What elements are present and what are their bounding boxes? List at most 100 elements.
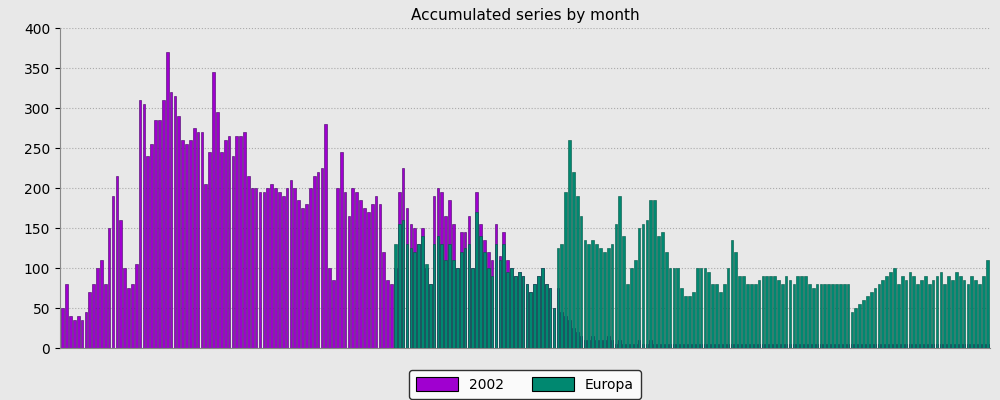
Bar <box>557 248 559 348</box>
Bar <box>711 344 714 348</box>
Bar <box>495 224 497 348</box>
Bar <box>448 244 451 348</box>
Bar <box>390 284 393 348</box>
Bar <box>897 284 900 348</box>
Bar <box>870 344 873 348</box>
Bar <box>754 344 757 348</box>
Bar <box>796 344 799 348</box>
Bar <box>235 136 238 348</box>
Bar <box>704 344 706 348</box>
Bar <box>363 208 366 348</box>
Bar <box>537 276 540 348</box>
Bar <box>150 144 153 348</box>
Bar <box>669 268 671 348</box>
Bar <box>823 344 826 348</box>
Bar <box>282 196 285 348</box>
Bar <box>947 344 950 348</box>
Bar <box>131 284 134 348</box>
Bar <box>402 220 404 348</box>
Bar <box>177 116 180 348</box>
Bar <box>611 244 613 348</box>
Bar <box>793 344 795 348</box>
Bar <box>839 284 842 348</box>
Bar <box>545 284 548 348</box>
Bar <box>634 344 637 348</box>
Bar <box>286 188 288 348</box>
Bar <box>580 336 582 348</box>
Bar <box>673 344 675 348</box>
Bar <box>127 288 130 348</box>
Bar <box>874 344 876 348</box>
Bar <box>777 280 780 348</box>
Bar <box>854 308 857 348</box>
Bar <box>762 344 764 348</box>
Bar <box>847 284 849 348</box>
Bar <box>719 292 722 348</box>
Bar <box>584 340 586 348</box>
Bar <box>379 204 381 348</box>
Bar <box>885 276 888 348</box>
Bar <box>734 252 737 348</box>
Bar <box>731 240 733 348</box>
Bar <box>135 264 138 348</box>
Bar <box>61 308 64 348</box>
Bar <box>452 260 455 348</box>
Bar <box>847 344 849 348</box>
Bar <box>661 344 664 348</box>
Bar <box>572 172 575 348</box>
Bar <box>874 288 876 348</box>
Bar <box>885 344 888 348</box>
Bar <box>174 96 176 348</box>
Bar <box>940 344 942 348</box>
Bar <box>835 284 838 348</box>
Bar <box>618 196 621 348</box>
Bar <box>305 204 308 348</box>
Bar <box>843 284 846 348</box>
Bar <box>545 284 548 348</box>
Bar <box>96 268 99 348</box>
Bar <box>522 276 524 348</box>
Bar <box>119 220 122 348</box>
Bar <box>502 244 505 348</box>
Bar <box>143 104 145 348</box>
Bar <box>742 276 745 348</box>
Bar <box>398 224 401 348</box>
Bar <box>734 344 737 348</box>
Bar <box>460 252 463 348</box>
Bar <box>88 292 91 348</box>
Bar <box>723 344 726 348</box>
Bar <box>676 344 679 348</box>
Bar <box>410 248 412 348</box>
Bar <box>166 52 169 348</box>
Bar <box>297 200 300 348</box>
Bar <box>812 344 815 348</box>
Bar <box>247 176 250 348</box>
Bar <box>618 340 621 348</box>
Bar <box>336 188 339 348</box>
Bar <box>437 188 439 348</box>
Bar <box>290 180 292 348</box>
Bar <box>963 344 965 348</box>
Bar <box>359 200 362 348</box>
Bar <box>599 340 602 348</box>
Bar <box>185 144 188 348</box>
Bar <box>603 252 606 348</box>
Bar <box>146 156 149 348</box>
Bar <box>456 268 459 348</box>
Bar <box>851 312 853 348</box>
Legend: 2002, Europa: 2002, Europa <box>409 370 641 399</box>
Bar <box>959 276 962 348</box>
Bar <box>692 344 695 348</box>
Bar <box>773 344 776 348</box>
Bar <box>622 344 625 348</box>
Bar <box>967 344 969 348</box>
Bar <box>916 284 919 348</box>
Bar <box>754 284 757 348</box>
Bar <box>560 312 563 348</box>
Bar <box>344 192 346 348</box>
Bar <box>355 192 358 348</box>
Bar <box>746 344 749 348</box>
Bar <box>986 260 989 348</box>
Bar <box>510 268 513 348</box>
Bar <box>653 200 656 348</box>
